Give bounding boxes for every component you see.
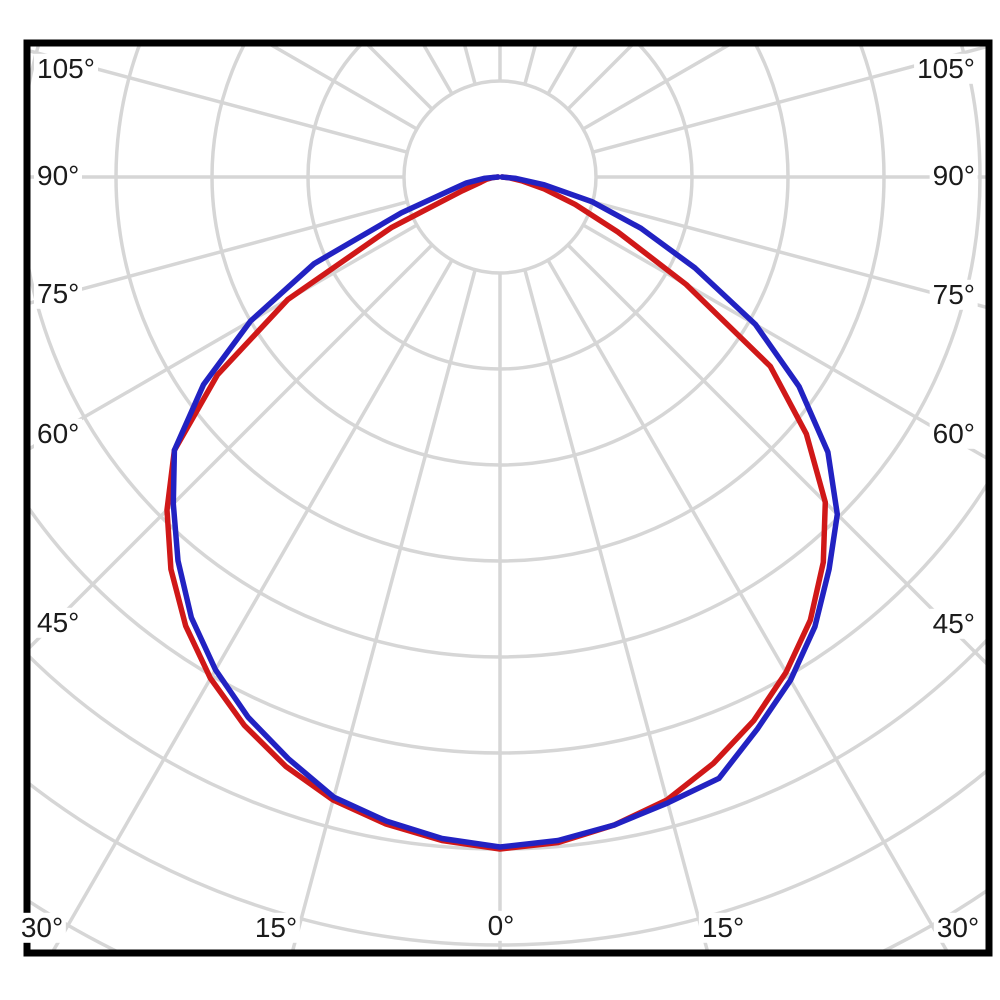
angle-label-4: 45° (34, 607, 83, 638)
grid-spoke-330deg (47, 259, 454, 957)
angle-label-14: 30° (933, 912, 983, 943)
angle-label-11: 15° (251, 912, 301, 943)
plot-background (27, 43, 989, 953)
grid-spoke-255deg (23, 47, 408, 154)
angle-label-1: 90° (34, 160, 83, 191)
grid-ring-8 (23, 763, 993, 947)
angle-label-7: 75° (929, 279, 978, 310)
grid-ring-3 (210, 39, 790, 467)
grid-spoke-45deg (566, 243, 993, 672)
angle-label-2: 75° (34, 278, 83, 309)
grid-ring-5 (23, 39, 982, 659)
grid-ring-6 (23, 471, 993, 755)
angle-label-12: 0° (484, 910, 518, 941)
angle-label-0: 105° (34, 53, 98, 84)
angle-label-10: 30° (17, 912, 67, 943)
angle-label-13: 15° (698, 912, 748, 943)
grid-spoke-30deg (546, 259, 953, 957)
grid-spoke-105deg (592, 43, 993, 154)
grid-spoke-315deg (23, 243, 434, 656)
angle-label-5: 105° (914, 53, 978, 84)
grid-spoke-15deg (523, 269, 711, 957)
angle-label-8: 60° (929, 418, 978, 449)
curve-blue (170, 174, 841, 850)
grid-spoke-75deg (592, 200, 993, 311)
grid-ring-2 (306, 39, 694, 371)
chart-frame (23, 39, 993, 957)
angle-label-3: 60° (34, 418, 83, 449)
angle-label-9: 45° (929, 608, 978, 639)
grid-spoke-285deg (23, 200, 408, 307)
grid-ring-4 (114, 39, 886, 563)
grid-spoke-345deg (289, 269, 477, 957)
angle-label-6: 90° (929, 160, 978, 191)
grid-ring-1 (402, 79, 598, 275)
grid-spoke-300deg (23, 223, 418, 455)
